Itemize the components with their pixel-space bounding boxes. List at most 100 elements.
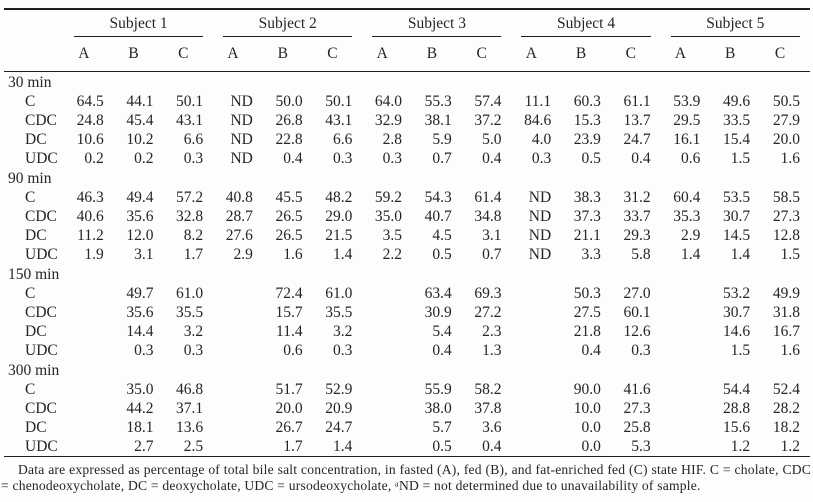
condition-header: B xyxy=(561,38,611,72)
value-cell xyxy=(362,380,412,399)
data-row: UDC 2.7 2.5 1.7 1.4 0.5 0.4 0.0 5.3 1.2 1.2 xyxy=(4,437,810,457)
condition-header: C xyxy=(760,38,810,72)
value-cell: 20.0 xyxy=(275,400,303,417)
value-cell: 15.3 xyxy=(573,112,601,129)
value-cell: 0.4 xyxy=(432,342,452,359)
value-cell xyxy=(511,341,561,360)
value-cell: 53.9 xyxy=(673,93,701,110)
value-cell: 46.3 xyxy=(76,189,104,206)
value-cell: 14.5 xyxy=(722,227,751,244)
value-cell: 61.0 xyxy=(325,285,353,302)
value-cell xyxy=(64,399,114,418)
value-cell: 5.7 xyxy=(432,419,452,436)
value-cell: 37.3 xyxy=(573,208,601,225)
value-cell xyxy=(362,322,412,341)
value-cell xyxy=(362,341,412,360)
subject-header: Subject 3 xyxy=(362,9,511,38)
data-row: DC 10.6 10.2 6.6 ND 22.8 6.6 2.8 5.9 5.0 4.0 23.9 24… xyxy=(4,130,810,149)
value-cell: ND xyxy=(528,208,552,225)
value-cell: 63.4 xyxy=(424,285,452,302)
value-cell: 27.3 xyxy=(772,208,800,225)
value-cell: 61.0 xyxy=(176,285,204,302)
value-cell: 0.5 xyxy=(432,246,452,263)
value-cell: 4.0 xyxy=(531,131,552,148)
value-cell xyxy=(64,303,114,322)
value-cell xyxy=(511,284,561,303)
value-cell: 60.1 xyxy=(623,304,651,321)
value-cell: 0.3 xyxy=(183,150,204,167)
value-cell: 26.8 xyxy=(275,112,303,129)
value-cell: 2.2 xyxy=(382,246,403,263)
value-cell: ND xyxy=(528,246,552,263)
value-cell xyxy=(64,341,114,360)
value-cell: 38.1 xyxy=(424,112,452,129)
value-cell xyxy=(661,322,711,341)
value-cell: 35.0 xyxy=(126,381,154,398)
value-cell: 33.5 xyxy=(722,112,751,129)
subject-header: Subject 4 xyxy=(511,9,660,38)
data-row: UDC 0.3 0.3 0.6 0.3 0.4 1.3 0.4 0.3 1.5 1.6 xyxy=(4,341,810,360)
value-cell: 55.3 xyxy=(424,93,452,110)
value-cell: 0.0 xyxy=(581,438,601,455)
table-footnote: Data are expressed as percentage of tota… xyxy=(1,462,811,493)
value-cell: 0.3 xyxy=(332,150,353,167)
value-cell: 0.6 xyxy=(283,342,303,359)
time-section-row: 30 min xyxy=(4,72,810,93)
value-cell: 38.0 xyxy=(424,400,452,417)
value-cell: 61.1 xyxy=(623,93,651,110)
value-cell: 28.7 xyxy=(225,208,253,225)
value-cell: 46.8 xyxy=(176,381,204,398)
value-cell xyxy=(213,380,263,399)
value-cell: 3.3 xyxy=(581,246,601,263)
value-cell: 40.7 xyxy=(424,208,452,225)
value-cell: 23.9 xyxy=(573,131,601,148)
subject-header: Subject 1 xyxy=(64,9,213,38)
value-cell: 27.2 xyxy=(474,304,502,321)
value-cell: 1.6 xyxy=(780,150,800,167)
value-cell: 16.7 xyxy=(772,323,800,340)
value-cell: 2.5 xyxy=(183,438,204,455)
value-cell: ND xyxy=(230,93,253,110)
value-cell: 5.8 xyxy=(631,246,651,263)
value-cell: 57.2 xyxy=(176,189,204,206)
value-cell: 1.4 xyxy=(730,246,751,263)
value-cell: 40.6 xyxy=(76,208,104,225)
compound-label: DC xyxy=(25,131,47,148)
value-cell: 0.3 xyxy=(631,342,651,359)
value-cell: 30.9 xyxy=(424,304,452,321)
data-row: DC 11.2 12.0 8.2 27.6 26.5 21.5 3.5 4.5 3.1 ND 21.1… xyxy=(4,226,810,245)
time-section-label: 150 min xyxy=(8,266,60,283)
condition-header: B xyxy=(710,38,761,72)
value-cell: 64.5 xyxy=(76,93,104,110)
compound-label: CDC xyxy=(25,304,57,321)
compound-label: DC xyxy=(25,323,47,340)
value-cell: 43.1 xyxy=(325,112,353,129)
value-cell: 31.2 xyxy=(623,189,651,206)
value-cell: 24.8 xyxy=(76,112,104,129)
condition-header: B xyxy=(113,38,164,72)
value-cell: 26.7 xyxy=(275,419,303,436)
value-cell: 50.1 xyxy=(325,93,353,110)
compound-label: UDC xyxy=(25,342,58,359)
compound-label: C xyxy=(25,285,36,302)
subject-header-row: Subject 1 Subject 2 Subject 3 Subject 4 Subj… xyxy=(4,9,810,38)
condition-header: A xyxy=(213,38,263,72)
condition-header: A xyxy=(362,38,413,72)
time-section-label: 300 min xyxy=(8,362,60,379)
subject-header: Subject 5 xyxy=(661,9,810,38)
value-cell: 21.5 xyxy=(325,227,353,244)
compound-label: C xyxy=(25,189,36,206)
value-cell: 50.1 xyxy=(176,93,204,110)
data-row: DC 18.1 13.6 26.7 24.7 5.7 3.6 0.0 25.8 15.6 18.2 xyxy=(4,418,810,437)
data-row: C 49.7 61.0 72.4 61.0 63.4 69.3 50.3 27.0 53.2 49.… xyxy=(4,284,810,303)
value-cell: 2.7 xyxy=(134,438,154,455)
value-cell: 58.5 xyxy=(772,189,800,206)
value-cell: 45.5 xyxy=(275,189,303,206)
value-cell: 0.3 xyxy=(134,342,154,359)
value-cell xyxy=(661,418,711,437)
value-cell: 37.2 xyxy=(474,112,502,129)
value-cell xyxy=(661,341,711,360)
subject-header-label: Subject 1 xyxy=(74,15,204,37)
value-cell: 11.2 xyxy=(77,227,104,244)
